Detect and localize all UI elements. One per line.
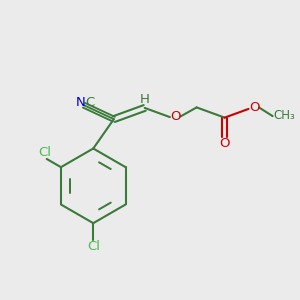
Text: N: N [76, 96, 85, 109]
Text: O: O [170, 110, 181, 123]
Text: CH₃: CH₃ [274, 109, 296, 122]
Text: H: H [140, 93, 150, 106]
Text: Cl: Cl [39, 146, 52, 159]
Text: C: C [85, 96, 94, 109]
Text: O: O [219, 137, 230, 150]
Text: Cl: Cl [87, 240, 100, 253]
Text: O: O [249, 101, 260, 114]
